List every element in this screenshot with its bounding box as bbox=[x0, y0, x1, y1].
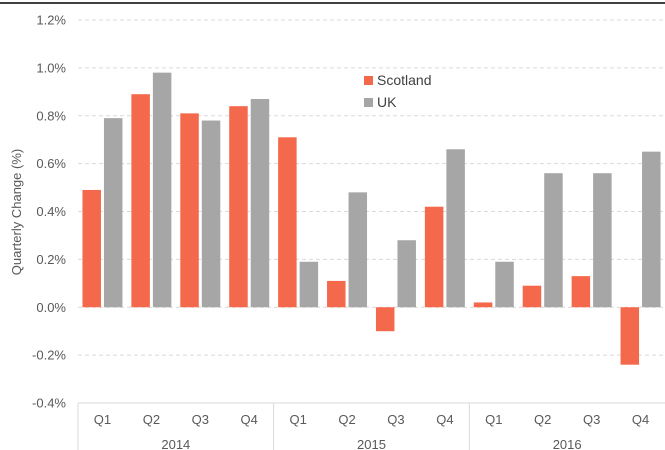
bar-scotland bbox=[229, 106, 248, 308]
x-category-label: Q1 bbox=[289, 412, 306, 427]
legend-label-uk: UK bbox=[377, 94, 397, 110]
bar-uk bbox=[250, 98, 270, 308]
bar-uk bbox=[446, 149, 465, 308]
y-tick-label: 0.0% bbox=[36, 300, 66, 315]
bar-uk bbox=[152, 72, 172, 308]
legend-swatch-scotland bbox=[364, 76, 373, 85]
bar-scotland bbox=[82, 189, 101, 308]
bars bbox=[82, 72, 661, 365]
x-group-label: 2014 bbox=[161, 437, 190, 450]
x-category-label: Q2 bbox=[338, 412, 355, 427]
bar-scotland bbox=[180, 113, 199, 308]
legend-label-scotland: Scotland bbox=[377, 72, 431, 88]
bar-uk bbox=[103, 118, 123, 308]
bar-scotland bbox=[522, 285, 542, 308]
bar-scotland bbox=[424, 206, 444, 308]
bar-scotland bbox=[278, 137, 297, 308]
y-tick-label: 0.4% bbox=[36, 204, 66, 219]
x-category-label: Q2 bbox=[143, 412, 160, 427]
x-category-label: Q1 bbox=[485, 412, 502, 427]
x-category-label: Q4 bbox=[632, 412, 649, 427]
bar-scotland bbox=[131, 94, 150, 308]
bar-scotland bbox=[571, 276, 591, 308]
legend: Scotland UK bbox=[364, 72, 431, 110]
legend-swatch-uk bbox=[364, 98, 373, 107]
y-axis-label: Quarterly Change (%) bbox=[9, 149, 24, 275]
x-category-label: Q4 bbox=[241, 412, 258, 427]
x-category-label: Q2 bbox=[534, 412, 551, 427]
bar-scotland bbox=[327, 280, 346, 308]
y-tick-label: 0.6% bbox=[36, 156, 66, 171]
x-category-label: Q3 bbox=[583, 412, 600, 427]
x-category-label: Q3 bbox=[387, 412, 404, 427]
y-tick-label: -0.2% bbox=[32, 348, 66, 363]
y-tick-label: 1.0% bbox=[36, 60, 66, 75]
x-group-label: 2015 bbox=[357, 437, 386, 450]
bar-scotland bbox=[473, 302, 493, 308]
x-category-label: Q4 bbox=[436, 412, 453, 427]
bar-uk bbox=[544, 173, 563, 308]
bar-uk bbox=[642, 151, 661, 308]
x-axis: Q1 Q2 Q3 Q4 2014 Q1 Q2 Q3 Q4 2015 Q1 Q2 Q3 Q4 2016 bbox=[77, 402, 665, 450]
x-category-label: Q1 bbox=[94, 412, 111, 427]
bar-uk bbox=[348, 192, 368, 308]
bar-uk bbox=[299, 261, 319, 308]
bar-uk bbox=[201, 120, 221, 308]
y-tick-label: 0.8% bbox=[36, 108, 66, 123]
bar-uk bbox=[495, 261, 514, 308]
y-tick-label: -0.4% bbox=[32, 396, 66, 411]
x-group-label: 2016 bbox=[553, 437, 582, 450]
bar-scotland bbox=[620, 307, 640, 365]
x-category-label: Q3 bbox=[192, 412, 209, 427]
bar-uk bbox=[397, 240, 416, 308]
bar-scotland bbox=[375, 307, 395, 332]
y-tick-label: 1.2% bbox=[36, 13, 66, 28]
y-tick-label: 0.2% bbox=[36, 252, 66, 267]
bar-uk bbox=[593, 173, 612, 308]
y-axis-ticks: -0.4% -0.2% 0.0% 0.2% 0.4% 0.6% 0.8% 1.0% 1.2% bbox=[32, 13, 66, 411]
